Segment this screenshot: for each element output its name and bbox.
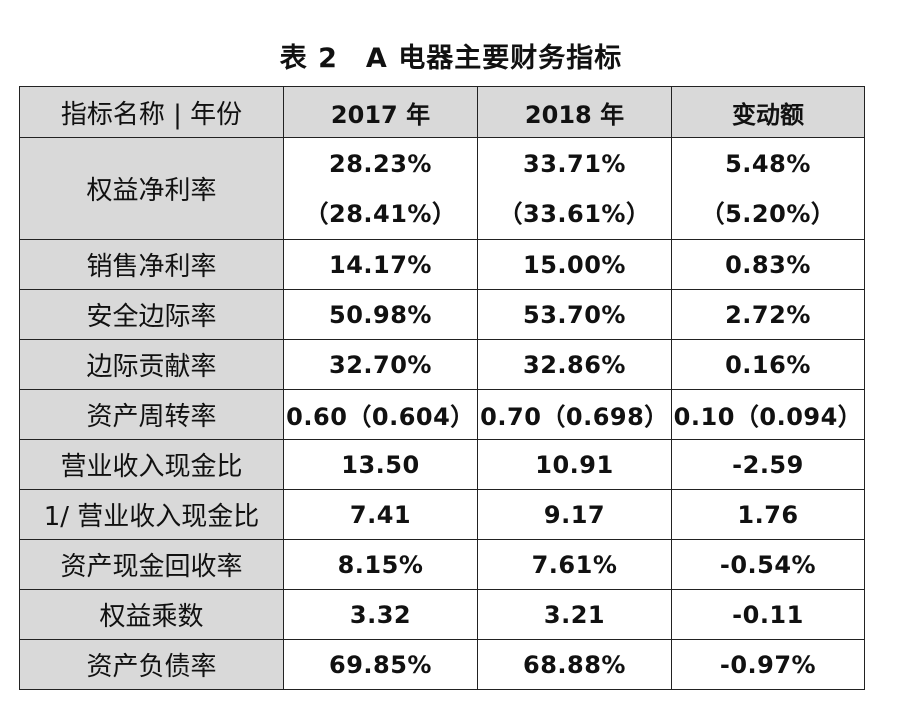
row-label: 销售净利率: [19, 239, 284, 290]
table-row: 销售净利率 14.17% 15.00% 0.83%: [19, 239, 865, 290]
header-year-2018: 2018 年: [477, 86, 672, 138]
cell-alt-value: （5.20%）: [700, 199, 836, 228]
cell-2017: 0.60（0.604）: [283, 389, 478, 440]
row-label: 资产周转率: [19, 389, 284, 440]
row-label: 资产现金回收率: [19, 539, 284, 590]
cell-change: 1.76: [671, 489, 865, 540]
row-label: 营业收入现金比: [19, 439, 284, 490]
cell-2018: 33.71% （33.61%）: [477, 137, 672, 240]
financial-indicators-table: 指标名称 | 年份 2017 年 2018 年 变动额 权益净利率 28.23%…: [19, 86, 865, 690]
cell-2017: 69.85%: [283, 639, 478, 690]
cell-change: 5.48% （5.20%）: [671, 137, 865, 240]
cell-change: 2.72%: [671, 289, 865, 340]
cell-2018: 32.86%: [477, 339, 672, 390]
table-row: 1/ 营业收入现金比 7.41 9.17 1.76: [19, 489, 865, 540]
cell-2017: 50.98%: [283, 289, 478, 340]
cell-2017: 28.23% （28.41%）: [283, 137, 478, 240]
row-label: 安全边际率: [19, 289, 284, 340]
cell-change: 0.10（0.094）: [671, 389, 865, 440]
table-row: 安全边际率 50.98% 53.70% 2.72%: [19, 289, 865, 340]
table-row: 资产周转率 0.60（0.604） 0.70（0.698） 0.10（0.094…: [19, 389, 865, 440]
cell-2018: 7.61%: [477, 539, 672, 590]
cell-value: 5.48%: [725, 149, 811, 178]
cell-2018: 15.00%: [477, 239, 672, 290]
header-change: 变动额: [671, 86, 865, 138]
cell-2018: 68.88%: [477, 639, 672, 690]
table-row: 营业收入现金比 13.50 10.91 -2.59: [19, 439, 865, 490]
header-indicator-name: 指标名称 | 年份: [19, 86, 284, 138]
cell-change: 0.16%: [671, 339, 865, 390]
table-header-row: 指标名称 | 年份 2017 年 2018 年 变动额: [19, 86, 865, 138]
row-label: 边际贡献率: [19, 339, 284, 390]
cell-change: -2.59: [671, 439, 865, 490]
table-row: 资产现金回收率 8.15% 7.61% -0.54%: [19, 539, 865, 590]
cell-2017: 14.17%: [283, 239, 478, 290]
cell-2018: 53.70%: [477, 289, 672, 340]
table-title: 表 2 A 电器主要财务指标: [279, 43, 623, 74]
row-label: 权益乘数: [19, 589, 284, 640]
cell-2017: 3.32: [283, 589, 478, 640]
cell-value: 33.71%: [523, 149, 626, 178]
header-year-2017: 2017 年: [283, 86, 478, 138]
table-row: 权益净利率 28.23% （28.41%） 33.71% （33.61%） 5.…: [19, 137, 865, 240]
row-label: 资产负债率: [19, 639, 284, 690]
cell-2018: 0.70（0.698）: [477, 389, 672, 440]
cell-2017: 32.70%: [283, 339, 478, 390]
cell-2017: 8.15%: [283, 539, 478, 590]
table-row: 边际贡献率 32.70% 32.86% 0.16%: [19, 339, 865, 390]
cell-alt-value: （33.61%）: [498, 199, 651, 228]
cell-change: -0.54%: [671, 539, 865, 590]
cell-value: 28.23%: [329, 149, 432, 178]
row-label: 权益净利率: [19, 137, 284, 240]
cell-alt-value: （28.41%）: [304, 199, 457, 228]
cell-2018: 3.21: [477, 589, 672, 640]
cell-2018: 10.91: [477, 439, 672, 490]
cell-change: -0.11: [671, 589, 865, 640]
cell-2018: 9.17: [477, 489, 672, 540]
cell-change: 0.83%: [671, 239, 865, 290]
table-row: 资产负债率 69.85% 68.88% -0.97%: [19, 639, 865, 690]
cell-2017: 7.41: [283, 489, 478, 540]
cell-change: -0.97%: [671, 639, 865, 690]
row-label: 1/ 营业收入现金比: [19, 489, 284, 540]
table-row: 权益乘数 3.32 3.21 -0.11: [19, 589, 865, 640]
cell-2017: 13.50: [283, 439, 478, 490]
